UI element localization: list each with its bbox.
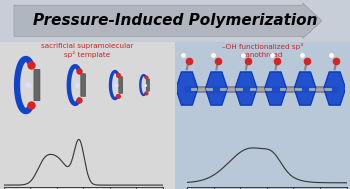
Polygon shape <box>324 72 345 105</box>
Polygon shape <box>205 72 227 105</box>
Text: –OH functionalized sp³
nanothread: –OH functionalized sp³ nanothread <box>222 43 303 58</box>
FancyBboxPatch shape <box>34 69 40 101</box>
Text: sacrificial supramolecular
sp² template: sacrificial supramolecular sp² template <box>41 43 134 58</box>
FancyArrow shape <box>14 3 322 39</box>
Bar <box>175 42 350 189</box>
FancyBboxPatch shape <box>146 79 149 91</box>
FancyBboxPatch shape <box>119 77 123 93</box>
Bar <box>0 42 175 189</box>
Bar <box>0 0 350 42</box>
Text: Pressure-Induced Polymerization: Pressure-Induced Polymerization <box>33 13 317 28</box>
Polygon shape <box>265 72 286 105</box>
Polygon shape <box>176 72 198 105</box>
Polygon shape <box>235 72 257 105</box>
Polygon shape <box>294 72 316 105</box>
FancyBboxPatch shape <box>81 74 86 96</box>
